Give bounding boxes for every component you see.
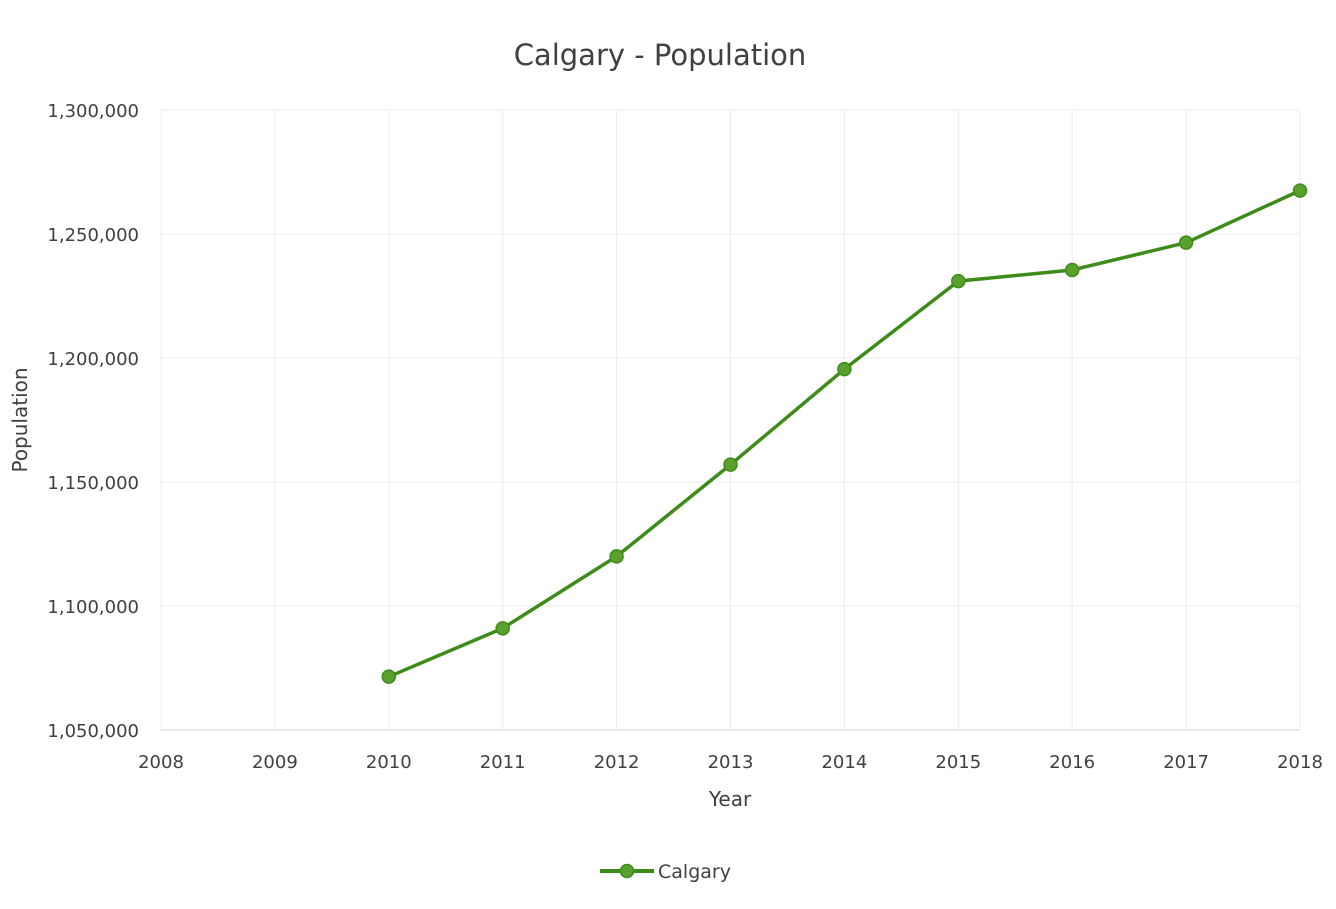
y-axis-ticks: 1,050,000 1,100,000 1,150,000 1,200,000 1,25… — [47, 101, 139, 742]
data-point — [1178, 235, 1194, 250]
x-tick-label: 2016 — [1049, 752, 1095, 773]
legend: Calgary — [600, 861, 731, 883]
x-axis-label: Year — [708, 787, 752, 811]
data-point — [381, 669, 397, 684]
series-layer — [381, 183, 1308, 684]
x-tick-label: 2017 — [1163, 752, 1209, 773]
y-tick-label: 1,050,000 — [47, 721, 139, 742]
y-tick-label: 1,300,000 — [47, 101, 139, 122]
y-tick-label: 1,200,000 — [47, 349, 139, 370]
legend-marker-calgary — [619, 863, 635, 879]
data-point — [495, 621, 510, 636]
x-axis-ticks: 2008 2009 2010 2011 2012 2013 2014 2015 2016 2017… — [138, 752, 1323, 773]
x-tick-label: 2009 — [252, 752, 298, 773]
y-tick-label: 1,150,000 — [47, 473, 139, 494]
legend-label-calgary: Calgary — [658, 861, 731, 883]
y-tick-label: 1,250,000 — [47, 225, 139, 246]
x-tick-label: 2013 — [708, 752, 754, 773]
data-point — [951, 273, 966, 289]
y-axis-label: Population — [8, 367, 32, 472]
x-tick-label: 2015 — [935, 752, 981, 773]
chart-title: Calgary - Population — [514, 38, 807, 72]
x-tick-label: 2011 — [480, 752, 526, 773]
data-point — [723, 457, 738, 472]
data-point — [1064, 262, 1080, 278]
data-point — [837, 361, 852, 377]
x-tick-label: 2014 — [821, 752, 867, 773]
data-point — [1292, 183, 1308, 198]
data-point — [609, 549, 624, 564]
grid — [160, 109, 1301, 731]
x-tick-label: 2012 — [594, 752, 640, 773]
x-tick-label: 2008 — [138, 752, 184, 773]
x-tick-label: 2018 — [1277, 752, 1323, 773]
y-tick-label: 1,100,000 — [47, 597, 139, 618]
x-tick-label: 2010 — [366, 752, 412, 773]
